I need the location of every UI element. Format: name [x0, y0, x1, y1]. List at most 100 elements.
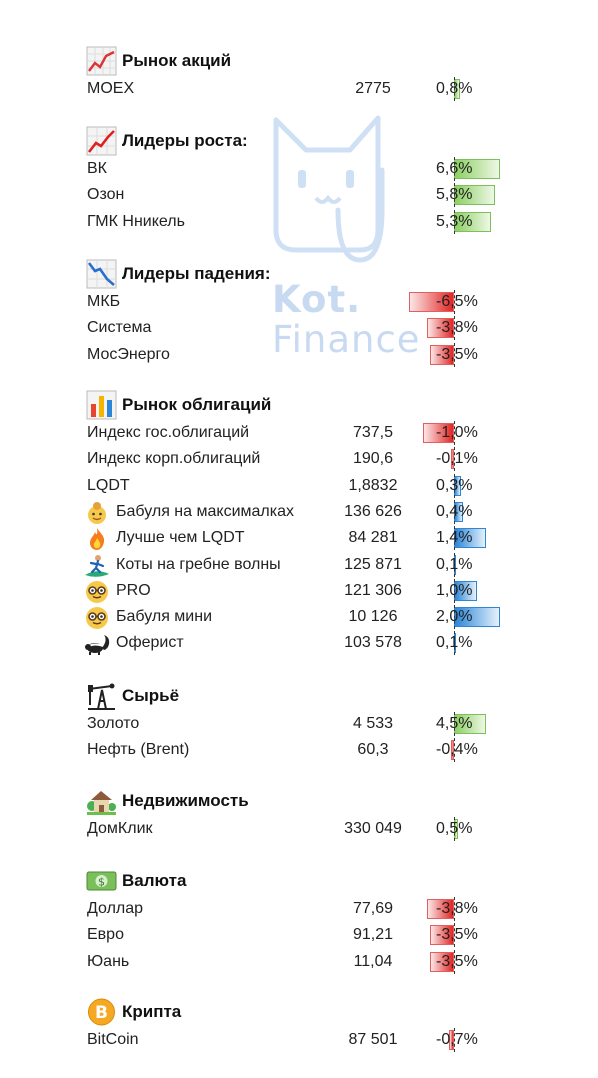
zero-axis-line: [454, 605, 455, 630]
instrument-value: 84 281: [348, 529, 398, 547]
table-row: Индекс корп.облигаций 190,6 -0,1%: [0, 446, 598, 472]
section-header-crypto: B Крипта: [86, 997, 181, 1027]
instrument-value: 87 501: [348, 1031, 398, 1048]
instrument-name: Бабуля на максималках: [116, 502, 294, 520]
zero-axis-line: [454, 1028, 455, 1052]
nerd-face-icon: [84, 580, 110, 604]
change-percent: -3,8%: [436, 319, 478, 337]
instrument-name: Индекс корп.облигаций: [87, 450, 261, 468]
section-title: Лидеры роста:: [122, 131, 248, 150]
table-row: Озон 5,8%: [0, 182, 598, 208]
change-percent: 5,3%: [436, 212, 473, 230]
instrument-name: Коты на гребне волны: [116, 555, 281, 573]
instrument-name: МосЭнерго: [87, 345, 170, 363]
zero-axis-line: [454, 157, 455, 181]
zero-axis-line: [454, 77, 455, 101]
change-percent: 2,0%: [436, 608, 473, 626]
table-row: Бабуля мини 10 126 2,0%: [0, 604, 598, 630]
instrument-name: Индекс гос.облигаций: [87, 424, 250, 441]
change-bar: [451, 740, 454, 761]
change-bar: [429, 951, 454, 972]
zero-axis-line: [454, 949, 455, 974]
section-header-gainers: Лидеры роста:: [86, 126, 248, 156]
instrument-value: 60,3: [357, 741, 389, 759]
change-percent: 0,4%: [436, 502, 473, 520]
instrument-name: Озон: [87, 186, 125, 204]
change-percent: 1,4%: [436, 529, 473, 547]
table-row: Система -3,8%: [0, 315, 598, 341]
instrument-name: ВК: [87, 160, 107, 177]
change-percent: 4,5%: [436, 715, 473, 732]
instrument-name: Система: [87, 319, 152, 337]
instrument-value: 77,69: [352, 900, 394, 917]
section-title: Сырьё: [122, 686, 180, 705]
table-row: MOEX 2775 0,8%: [0, 76, 598, 102]
instrument-name: ГМК Нникель: [87, 212, 185, 230]
instrument-name: Золото: [87, 715, 140, 732]
instrument-value: 190,6: [352, 450, 394, 468]
zero-axis-line: [454, 316, 455, 341]
change-bar: [408, 292, 454, 312]
instrument-value: 125 871: [344, 555, 402, 573]
zero-axis-line: [454, 290, 455, 314]
zero-axis-line: [454, 578, 455, 603]
change-percent: -0,4%: [436, 741, 478, 759]
change-percent: -3,5%: [436, 952, 478, 970]
section-title: Валюта: [122, 871, 187, 890]
change-percent: 0,8%: [436, 80, 473, 97]
instrument-value: 4 533: [352, 715, 394, 732]
section-header-currency: $ Валюта: [86, 866, 186, 896]
instrument-value: 103 578: [344, 634, 402, 652]
zero-axis-line: [454, 817, 455, 841]
instrument-name: Бабуля мини: [116, 608, 213, 626]
table-row: Золото 4 533 4,5%: [0, 711, 598, 737]
table-row: Нефть (Brent) 60,3 -0,4%: [0, 737, 598, 763]
change-bar: [449, 1030, 454, 1050]
change-bar: [429, 925, 454, 946]
section-title: Рынок облигаций: [122, 395, 272, 414]
instrument-name: МКБ: [87, 293, 121, 310]
change-percent: 6,6%: [436, 160, 473, 177]
change-percent: -0,1%: [436, 450, 478, 468]
instrument-value: 136 626: [344, 502, 402, 520]
instrument-name: Лучше чем LQDT: [116, 529, 245, 547]
change-percent: -1,0%: [436, 424, 478, 441]
table-row: BitCoin 87 501 -0,7%: [0, 1027, 598, 1053]
change-percent: 0,1%: [436, 555, 473, 573]
change-percent: -3,5%: [436, 345, 478, 363]
fire-icon: [84, 527, 110, 551]
zero-axis-line: [454, 526, 455, 551]
instrument-value: 737,5: [352, 424, 394, 441]
instrument-name: BitCoin: [87, 1031, 139, 1048]
skunk-icon: [84, 632, 110, 656]
zero-axis-line: [454, 421, 455, 445]
zero-axis-line: [454, 447, 455, 472]
table-row: LQDT 1,8832 0,3%: [0, 473, 598, 499]
zero-axis-line: [454, 631, 455, 656]
grandma-icon: [84, 501, 110, 525]
table-row: ДомКлик 330 049 0,5%: [0, 816, 598, 842]
zero-axis-line: [454, 712, 455, 736]
banknote-icon: $: [86, 866, 117, 896]
section-title: Рынок акций: [122, 51, 232, 70]
instrument-name: Нефть (Brent): [87, 741, 190, 759]
instrument-value: 121 306: [344, 581, 402, 599]
zero-axis-line: [454, 923, 455, 948]
svg-text:$: $: [98, 876, 105, 889]
instrument-name: ДомКлик: [87, 820, 153, 837]
zero-axis-line: [454, 473, 455, 498]
zero-axis-line: [454, 552, 455, 577]
nerd-face-icon: [84, 606, 110, 630]
table-row: Юань 11,04 -3,5%: [0, 949, 598, 975]
svg-text:B: B: [95, 1003, 108, 1023]
instrument-name: Юань: [87, 952, 130, 970]
oil-pump-icon: [86, 681, 117, 711]
change-bar: [423, 423, 454, 443]
table-row: Индекс гос.облигаций 737,5 -1,0%: [0, 420, 598, 446]
instrument-value: 330 049: [344, 820, 402, 837]
table-row: Лучше чем LQDT 84 281 1,4%: [0, 525, 598, 551]
zero-axis-line: [454, 209, 455, 234]
change-percent: 1,0%: [436, 581, 473, 599]
table-row: ВК 6,6%: [0, 156, 598, 182]
zero-axis-line: [454, 342, 455, 367]
